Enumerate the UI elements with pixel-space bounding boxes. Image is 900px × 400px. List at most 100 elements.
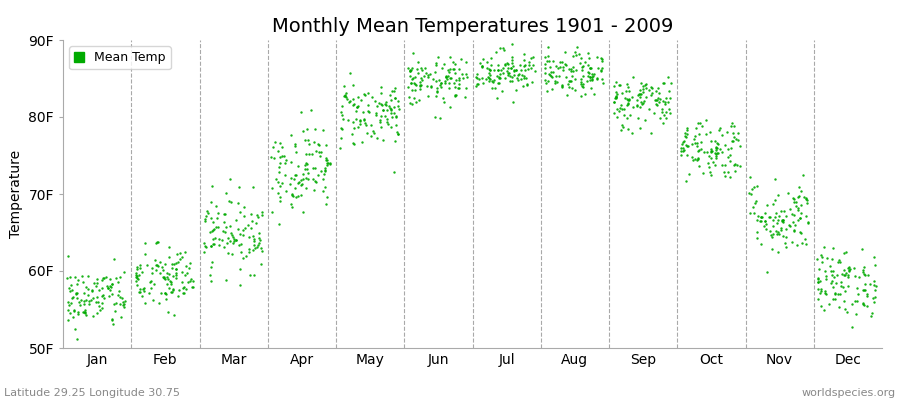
Point bbox=[160, 308, 175, 315]
Point bbox=[308, 126, 322, 132]
Point bbox=[744, 191, 759, 197]
Point bbox=[152, 300, 166, 306]
Point bbox=[442, 69, 456, 75]
Point bbox=[814, 286, 828, 293]
Point bbox=[452, 66, 466, 72]
Point bbox=[691, 120, 706, 126]
Point bbox=[452, 75, 466, 81]
Point bbox=[160, 276, 175, 282]
Point bbox=[92, 302, 106, 309]
Point bbox=[274, 153, 289, 160]
Point bbox=[794, 202, 808, 208]
Point bbox=[229, 237, 243, 243]
Point bbox=[216, 244, 230, 250]
Point bbox=[708, 162, 723, 169]
Point bbox=[699, 117, 714, 124]
Point bbox=[251, 214, 266, 220]
Point bbox=[634, 99, 649, 106]
Point bbox=[145, 270, 159, 276]
Point bbox=[291, 163, 305, 170]
Point bbox=[537, 77, 552, 84]
Point bbox=[254, 260, 268, 267]
Point bbox=[520, 82, 535, 88]
Point bbox=[727, 160, 742, 167]
Point bbox=[233, 282, 248, 288]
Point bbox=[150, 262, 165, 269]
Point bbox=[217, 211, 231, 218]
Point bbox=[166, 287, 180, 293]
Point bbox=[814, 254, 829, 260]
Point bbox=[828, 296, 842, 302]
Point bbox=[272, 169, 286, 176]
Point bbox=[171, 292, 185, 299]
Point bbox=[253, 245, 267, 251]
Point bbox=[407, 80, 421, 86]
Point bbox=[856, 287, 870, 293]
Point bbox=[198, 242, 212, 249]
Point bbox=[626, 104, 641, 110]
Point bbox=[590, 74, 604, 81]
Point bbox=[62, 285, 77, 292]
Point bbox=[76, 279, 90, 285]
Point bbox=[470, 70, 484, 77]
Point bbox=[117, 268, 131, 275]
Point bbox=[66, 314, 80, 320]
Point bbox=[346, 141, 361, 147]
Point bbox=[231, 242, 246, 248]
Point bbox=[203, 243, 218, 250]
Point bbox=[247, 241, 261, 248]
Point bbox=[148, 257, 162, 263]
Point bbox=[417, 72, 431, 79]
Point bbox=[357, 116, 372, 122]
Point bbox=[500, 68, 514, 74]
Point bbox=[439, 74, 454, 81]
Point bbox=[727, 168, 742, 174]
Point bbox=[482, 74, 497, 81]
Point bbox=[103, 276, 117, 282]
Point bbox=[409, 82, 423, 88]
Point bbox=[182, 265, 196, 272]
Point bbox=[252, 240, 266, 246]
Point bbox=[679, 130, 693, 136]
Point bbox=[656, 120, 670, 126]
Point bbox=[810, 279, 824, 285]
Point bbox=[700, 148, 715, 155]
Point bbox=[564, 78, 579, 84]
Point bbox=[446, 66, 460, 72]
Point bbox=[707, 150, 722, 157]
Point bbox=[333, 144, 347, 151]
Point bbox=[725, 130, 740, 136]
Point bbox=[177, 284, 192, 290]
Point bbox=[178, 249, 193, 255]
Point bbox=[391, 98, 405, 104]
Point bbox=[820, 255, 834, 262]
Point bbox=[472, 80, 486, 87]
Point bbox=[481, 73, 495, 80]
Point bbox=[848, 298, 862, 304]
Point bbox=[795, 240, 809, 246]
Point bbox=[754, 241, 769, 247]
Point bbox=[770, 219, 785, 226]
Point bbox=[131, 288, 146, 295]
Point bbox=[778, 212, 793, 219]
Point bbox=[580, 77, 594, 84]
Point bbox=[202, 272, 217, 278]
Point bbox=[372, 100, 386, 106]
Point bbox=[305, 176, 320, 182]
Point bbox=[80, 286, 94, 292]
Point bbox=[456, 75, 471, 81]
Point bbox=[830, 272, 844, 278]
Point bbox=[839, 270, 853, 276]
Point bbox=[766, 231, 780, 237]
Point bbox=[380, 118, 394, 125]
Point bbox=[711, 149, 725, 156]
Point bbox=[299, 151, 313, 157]
Point bbox=[567, 87, 581, 93]
Point bbox=[382, 103, 396, 109]
Point bbox=[434, 84, 448, 90]
Point bbox=[334, 125, 348, 131]
Point bbox=[659, 108, 673, 115]
Point bbox=[541, 44, 555, 50]
Point bbox=[760, 221, 774, 228]
Point bbox=[506, 99, 520, 105]
